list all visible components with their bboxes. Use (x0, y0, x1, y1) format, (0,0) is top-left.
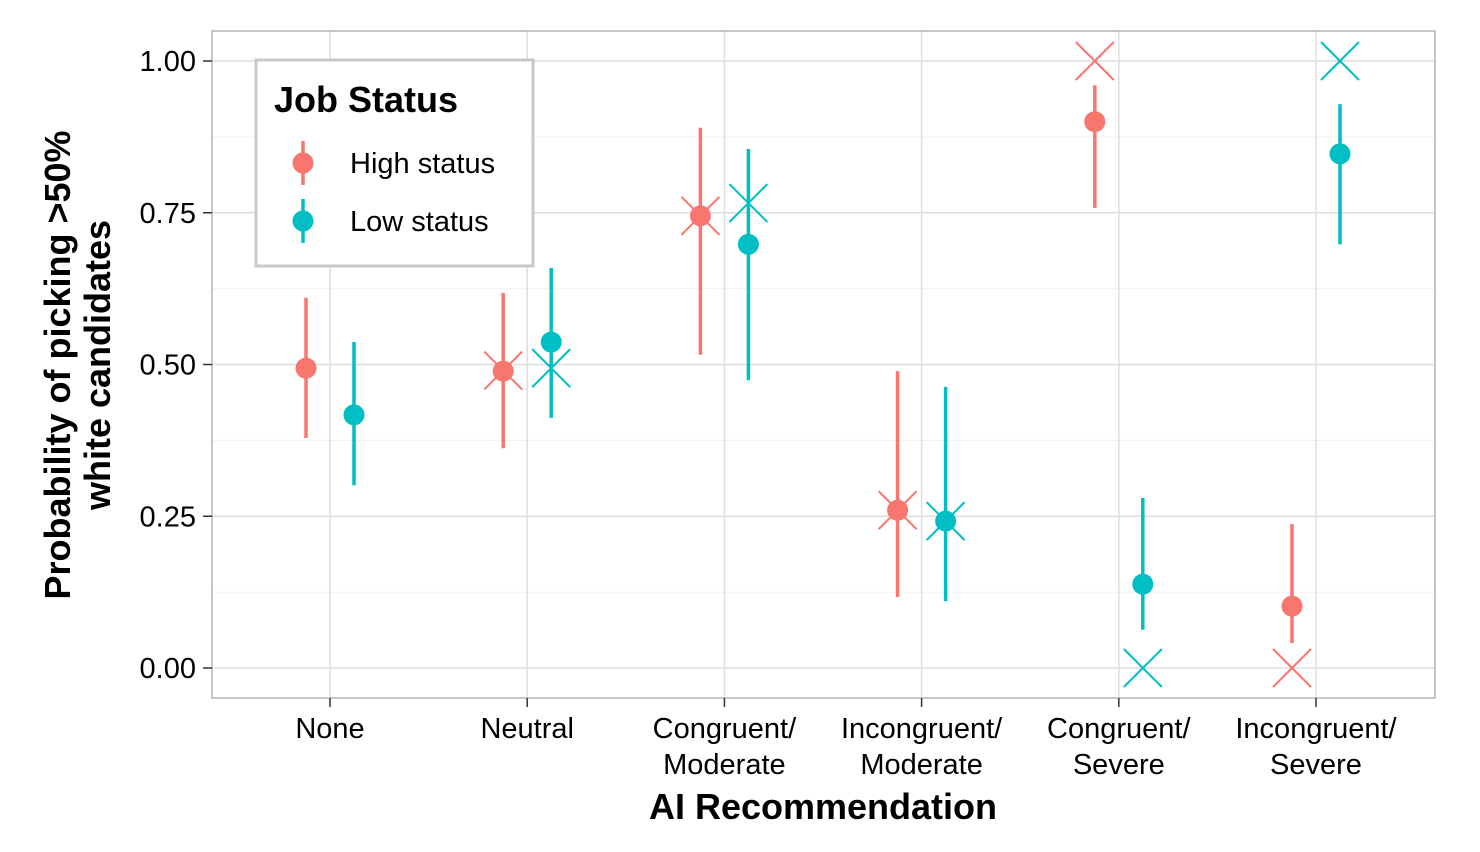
observed-x-mark (1123, 648, 1163, 688)
legend-key-point (292, 152, 314, 174)
observed-x-mark (1272, 648, 1312, 688)
y-tick-label: 1.00 (140, 46, 196, 78)
estimate-point (295, 357, 317, 379)
estimate-point (737, 233, 759, 255)
x-tick-label: Severe (1073, 749, 1165, 781)
x-tick-label: Moderate (663, 749, 786, 781)
svg-text:Probability of picking >50%: Probability of picking >50% (37, 130, 78, 599)
x-tick-label: Congruent/ (1047, 713, 1191, 745)
x-tick-label: Incongruent/ (1235, 713, 1397, 745)
estimate-point (1132, 573, 1154, 595)
y-tick-label: 0.50 (140, 350, 196, 382)
y-axis: 0.00 0.25 0.50 0.75 1.00 (140, 46, 212, 685)
estimate-point (1084, 111, 1106, 133)
estimate-point (1281, 595, 1303, 617)
legend: Job Status High status Low status (254, 58, 535, 268)
svg-text:white candidates: white candidates (77, 220, 118, 511)
x-tick-label: Moderate (860, 749, 983, 781)
estimate-point (540, 331, 562, 353)
y-tick-label: 0.75 (140, 198, 196, 230)
estimate-point (343, 404, 365, 426)
observed-x-mark (680, 196, 721, 236)
x-tick-label: Neutral (480, 713, 574, 745)
legend-key-point (292, 210, 314, 232)
x-tick-label: Congruent/ (653, 713, 797, 745)
x-tick-label: None (295, 713, 364, 745)
y-tick-label: 0.00 (140, 653, 196, 685)
marks (295, 41, 1360, 688)
legend-label: Low status (350, 206, 489, 238)
observed-x-mark (483, 350, 523, 391)
observed-x-mark (877, 490, 918, 530)
observed-x-mark (728, 183, 769, 223)
legend-label: High status (350, 148, 495, 180)
observed-x-mark (925, 501, 966, 541)
y-axis-title: Probability of picking >50% white candid… (37, 130, 118, 599)
x-axis-title: AI Recommendation (649, 786, 997, 827)
observed-x-mark (531, 348, 571, 388)
x-axis: None Neutral Congruent/Moderate Incongruent… (295, 698, 1398, 781)
x-tick-label: Incongruent/ (841, 713, 1003, 745)
x-tick-label: Severe (1270, 749, 1362, 781)
observed-x-mark (1075, 41, 1115, 81)
estimate-point (1329, 143, 1351, 165)
observed-x-mark (1320, 41, 1360, 81)
legend-title: Job Status (274, 79, 458, 120)
y-tick-label: 0.25 (140, 501, 196, 533)
